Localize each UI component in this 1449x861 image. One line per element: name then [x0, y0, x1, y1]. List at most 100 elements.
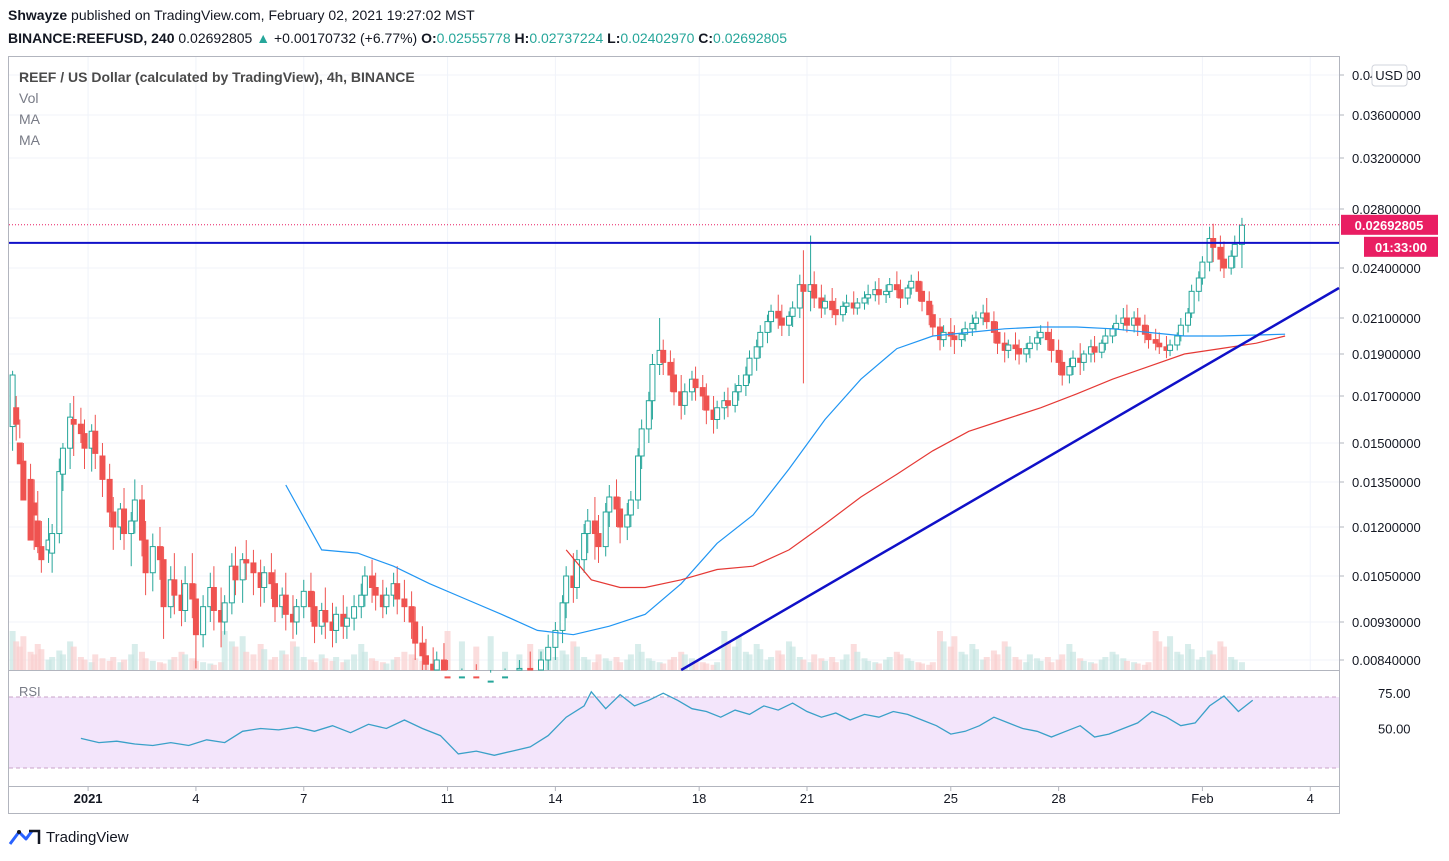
volume-bar: [1210, 654, 1217, 670]
candle-up: [1185, 312, 1192, 326]
candle-down: [189, 583, 196, 600]
volume-bar: [660, 663, 667, 670]
volume-bar: [473, 646, 480, 670]
candle-down: [667, 361, 674, 376]
currency-button-label[interactable]: USD: [1375, 68, 1402, 83]
volume-bar: [897, 654, 904, 670]
volume-bar: [570, 641, 577, 670]
trendline[interactable]: [680, 286, 1340, 672]
candle-up: [843, 302, 850, 307]
candle-down: [210, 587, 217, 611]
volume-bar: [1023, 662, 1030, 670]
time-tick-label: 21: [800, 791, 814, 806]
price-tick-label: 0.03200000: [1352, 151, 1421, 166]
volume-bar: [994, 654, 1001, 670]
candle-up: [645, 400, 652, 430]
volume-bar: [1156, 641, 1163, 670]
candle-up: [559, 602, 566, 631]
volume-bar: [121, 659, 128, 670]
tradingview-footer[interactable]: TradingView: [8, 826, 129, 848]
volume-bar: [1131, 662, 1138, 670]
volume-bar: [182, 654, 189, 670]
volume-bar: [502, 651, 509, 670]
author-name[interactable]: Shwayze: [8, 7, 68, 23]
rsi-tick-label: 50.00: [1378, 722, 1411, 737]
volume-bar: [667, 659, 674, 670]
volume-bar: [20, 636, 27, 670]
volume-bar: [1188, 649, 1195, 670]
legend-title[interactable]: REEF / US Dollar (calculated by TradingV…: [19, 69, 415, 85]
currency-button[interactable]: [1371, 64, 1408, 87]
candle-down: [171, 579, 178, 596]
volume-bar: [692, 660, 699, 670]
volume-bar: [872, 662, 879, 670]
volume-bar: [807, 662, 814, 670]
volume-bar: [753, 644, 760, 670]
legend-ma-1[interactable]: MA: [19, 111, 40, 127]
volume-bar: [1231, 659, 1238, 670]
volume-bar: [1091, 663, 1098, 670]
candle-down: [951, 335, 958, 341]
volume-bar: [228, 641, 235, 670]
volume-bar: [210, 664, 217, 670]
volume-bar: [972, 649, 979, 670]
candle-down: [1048, 339, 1055, 351]
legend-ma-2[interactable]: MA: [19, 132, 40, 148]
candle-down: [775, 310, 782, 319]
volume-bar: [645, 658, 652, 670]
candle-up: [1037, 331, 1044, 339]
volume-bar: [638, 651, 645, 670]
volume-bar: [818, 658, 825, 670]
candle-up: [1080, 353, 1087, 363]
candle-up: [854, 302, 861, 309]
legend-vol[interactable]: Vol: [19, 90, 39, 106]
candle-down: [322, 610, 329, 623]
candle-down: [1012, 344, 1019, 350]
volume-bar: [1113, 654, 1120, 670]
candle-up: [9, 374, 16, 428]
candle-down: [1044, 331, 1051, 341]
candle-up: [940, 331, 947, 341]
volume-bar: [307, 659, 314, 670]
candle-up: [1167, 344, 1174, 351]
rsi-tick-label: 75.00: [1378, 686, 1411, 701]
time-tick-label: 14: [548, 791, 562, 806]
volume-bar: [70, 646, 77, 670]
candle-up: [1231, 243, 1238, 257]
candle-down: [1220, 258, 1227, 269]
volume-bar: [613, 657, 620, 670]
candle-down: [38, 546, 45, 561]
price-axis-ticks: 0.040000000.036000000.032000000.02800000…: [1339, 68, 1421, 668]
candle-up: [958, 333, 965, 341]
volume-bar: [796, 657, 803, 670]
candle-down: [243, 559, 250, 564]
volume-bar: [940, 641, 947, 670]
candle-down: [156, 546, 163, 561]
price-tick-label: 0.01200000: [1352, 520, 1421, 535]
volume-bar: [300, 657, 307, 670]
volume-bar: [800, 659, 807, 670]
candle-up: [584, 520, 591, 535]
candle-up: [969, 322, 976, 330]
volume-bar: [250, 654, 257, 670]
volume-bar: [340, 662, 347, 670]
candle-down: [81, 433, 88, 449]
volume-bar: [99, 658, 106, 670]
symbol-label: BINANCE:REEFUSD, 240: [8, 30, 175, 46]
price-tick-label: 0.00930000: [1352, 615, 1421, 630]
up-arrow-icon: ▲: [256, 30, 271, 46]
volume-bar: [850, 644, 857, 670]
volume-bar: [1163, 646, 1170, 670]
candle-up: [768, 310, 775, 323]
candle-up: [221, 602, 228, 623]
volume-bar: [1195, 659, 1202, 670]
candle-up: [635, 455, 642, 501]
ma-slow-line: [565, 335, 1286, 589]
volume-bar: [34, 644, 41, 670]
rsi-pane-label[interactable]: RSI: [19, 684, 41, 699]
candle-up: [1023, 348, 1030, 355]
volume-bar: [178, 651, 185, 670]
candle-down: [250, 562, 257, 574]
candle-down: [893, 284, 900, 291]
